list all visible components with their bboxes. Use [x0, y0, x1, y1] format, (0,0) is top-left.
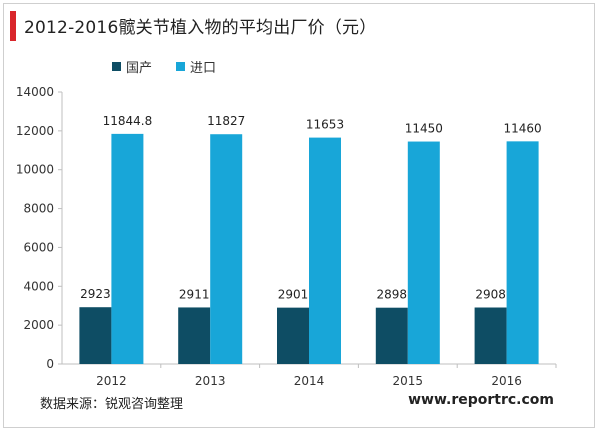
bar-imported-2014	[309, 137, 341, 364]
legend-swatch-imported	[176, 62, 186, 71]
chart-title: 2012-2016髋关节植入物的平均出厂价（元）	[24, 18, 377, 38]
y-tick-label: 6000	[23, 240, 54, 254]
bar-imported-2016	[506, 141, 539, 364]
x-tick-label: 2016	[491, 374, 522, 388]
chart-legend: 国产 进口	[112, 57, 216, 76]
data-label-domestic-2013: 2911	[179, 287, 210, 301]
x-tick-label: 2012	[96, 374, 127, 388]
bar-imported-2015	[407, 141, 440, 364]
bar-domestic-2012	[79, 307, 112, 364]
legend-item-imported: 进口	[176, 57, 216, 76]
data-label-domestic-2016: 2908	[475, 288, 506, 302]
legend-item-domestic: 国产	[112, 57, 152, 76]
data-label-imported-2012: 11844.8	[103, 114, 153, 128]
title-accent-bar	[10, 11, 16, 41]
y-tick-label: 4000	[23, 279, 54, 293]
data-label-imported-2015: 11450	[405, 122, 443, 136]
bar-imported-2013	[210, 134, 243, 364]
bar-domestic-2015	[375, 307, 408, 364]
y-tick-label: 10000	[16, 163, 54, 177]
legend-label-imported: 进口	[190, 61, 217, 76]
legend-label-domestic: 国产	[126, 61, 153, 76]
data-label-domestic-2014: 2901	[278, 288, 309, 302]
y-tick-label: 12000	[16, 124, 54, 138]
x-tick-label: 2014	[294, 374, 325, 388]
data-source-note: 数据来源：锐观咨询整理	[40, 397, 184, 412]
y-tick-label: 8000	[23, 202, 54, 216]
x-tick-label: 2015	[393, 374, 424, 388]
website-watermark: www.reportrc.com	[408, 392, 554, 408]
data-label-imported-2016: 11460	[504, 121, 542, 135]
bar-domestic-2016	[474, 307, 507, 364]
legend-swatch-domestic	[112, 62, 121, 71]
data-label-domestic-2012: 2923	[80, 287, 111, 301]
bar-domestic-2013	[178, 307, 211, 364]
data-label-domestic-2015: 2898	[377, 288, 408, 302]
bar-imported-2012	[111, 133, 144, 364]
bar-domestic-2014	[277, 307, 309, 364]
y-tick-label: 2000	[23, 318, 54, 332]
y-tick-label: 14000	[16, 85, 54, 99]
y-tick-label: 0	[46, 357, 54, 371]
data-label-imported-2014: 11653	[306, 118, 344, 132]
x-tick-label: 2013	[195, 374, 226, 388]
data-label-imported-2013: 11827	[207, 114, 245, 128]
